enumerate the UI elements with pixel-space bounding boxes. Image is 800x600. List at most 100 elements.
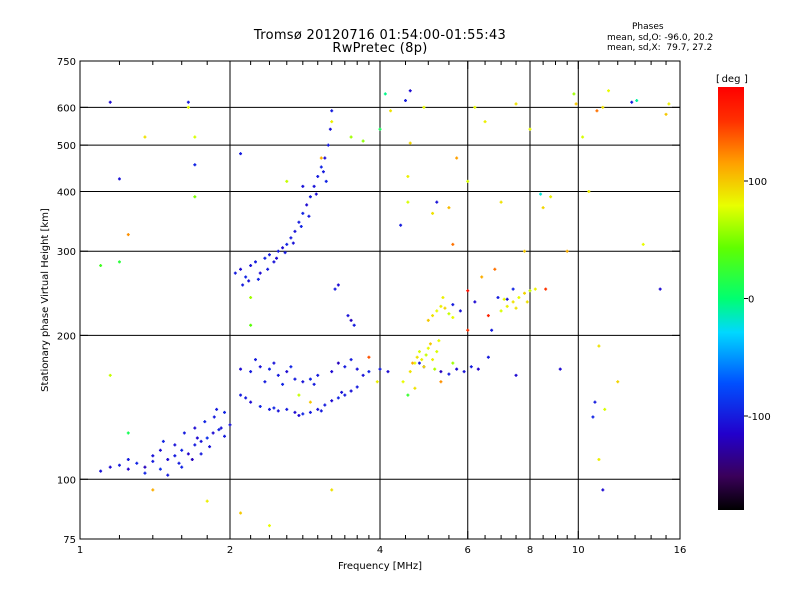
data-point — [239, 511, 243, 515]
y-tick-label: 300 — [57, 247, 76, 258]
data-point — [431, 314, 435, 318]
data-point — [403, 99, 407, 103]
data-point — [323, 156, 327, 160]
data-point — [308, 377, 312, 381]
data-point — [433, 367, 437, 371]
data-point — [253, 358, 257, 362]
data-point — [349, 389, 353, 393]
data-point — [211, 431, 215, 435]
data-point — [173, 454, 177, 458]
data-point — [603, 407, 607, 411]
data-point — [505, 297, 509, 301]
y-tick-label: 400 — [57, 187, 76, 198]
data-point — [447, 206, 451, 210]
data-point — [190, 457, 194, 461]
data-point — [437, 339, 441, 343]
data-point — [239, 267, 243, 271]
data-point — [511, 287, 515, 291]
data-point — [307, 214, 311, 218]
data-point — [480, 275, 484, 279]
data-point — [496, 296, 500, 300]
stats-x-mode: mean, sd,X: 79.7, 27.2 — [607, 43, 713, 53]
data-point — [247, 279, 251, 283]
data-point — [117, 260, 121, 264]
data-point — [117, 177, 121, 181]
data-point — [439, 380, 443, 384]
data-point — [528, 289, 532, 293]
stats-o-mode: mean, sd,O: -96.0, 20.2 — [607, 33, 714, 43]
colorbar-title: deg — [722, 74, 741, 85]
data-point — [316, 407, 320, 411]
data-point — [281, 382, 285, 386]
data-point — [239, 152, 243, 156]
data-point — [499, 309, 503, 313]
data-point — [426, 346, 430, 350]
data-point — [108, 373, 112, 377]
data-point — [223, 410, 227, 414]
data-point — [549, 195, 553, 199]
data-point — [330, 120, 334, 124]
data-point — [108, 100, 112, 104]
data-point — [493, 267, 497, 271]
data-point — [435, 350, 439, 354]
colorbar-tick-label: 0 — [748, 295, 754, 306]
x-tick-label: 4 — [377, 545, 383, 556]
data-point — [340, 390, 344, 394]
data-point — [289, 365, 293, 369]
data-point — [408, 141, 412, 145]
data-point — [499, 200, 503, 204]
data-point — [314, 192, 318, 196]
plot-subtitle: RwPretec (8p) — [332, 41, 428, 56]
data-point — [308, 195, 312, 199]
data-point — [263, 256, 267, 260]
data-point — [411, 361, 415, 365]
data-point — [435, 309, 439, 313]
data-point — [244, 275, 248, 279]
data-point — [435, 200, 439, 204]
data-point — [451, 303, 455, 307]
data-point — [469, 365, 473, 369]
data-point — [263, 380, 267, 384]
data-point — [126, 233, 130, 237]
data-point — [330, 109, 334, 113]
data-point — [428, 342, 432, 346]
data-point — [301, 184, 305, 188]
data-point — [383, 92, 387, 96]
data-point — [490, 328, 494, 332]
data-point — [195, 436, 199, 440]
data-point — [158, 448, 162, 452]
data-point — [223, 434, 227, 438]
data-point — [533, 287, 537, 291]
data-point — [151, 454, 155, 458]
data-point — [143, 135, 147, 139]
data-point — [544, 287, 548, 291]
data-point — [99, 264, 103, 268]
colorbar-tick-label: -100 — [748, 412, 771, 423]
colorbar-bracket-left: [ — [716, 74, 720, 85]
data-point — [319, 409, 323, 413]
data-point — [285, 407, 289, 411]
data-point — [386, 370, 390, 374]
data-point — [301, 380, 305, 384]
colorbar-bracket-right: ] — [744, 74, 748, 85]
data-point — [664, 112, 668, 116]
x-tick-label: 16 — [674, 545, 687, 556]
data-point — [308, 400, 312, 404]
data-point — [336, 361, 340, 365]
data-point — [193, 163, 197, 167]
data-point — [328, 127, 332, 131]
data-point — [293, 229, 297, 233]
data-point — [486, 314, 490, 318]
data-point — [249, 264, 253, 268]
data-point — [203, 420, 207, 424]
data-point — [574, 102, 578, 106]
data-point — [635, 99, 639, 103]
data-point — [591, 415, 595, 419]
data-point — [199, 439, 203, 443]
data-point — [272, 260, 276, 264]
data-point — [281, 246, 285, 250]
data-point — [285, 242, 289, 246]
x-tick-label: 1 — [77, 545, 83, 556]
data-point — [361, 373, 365, 377]
